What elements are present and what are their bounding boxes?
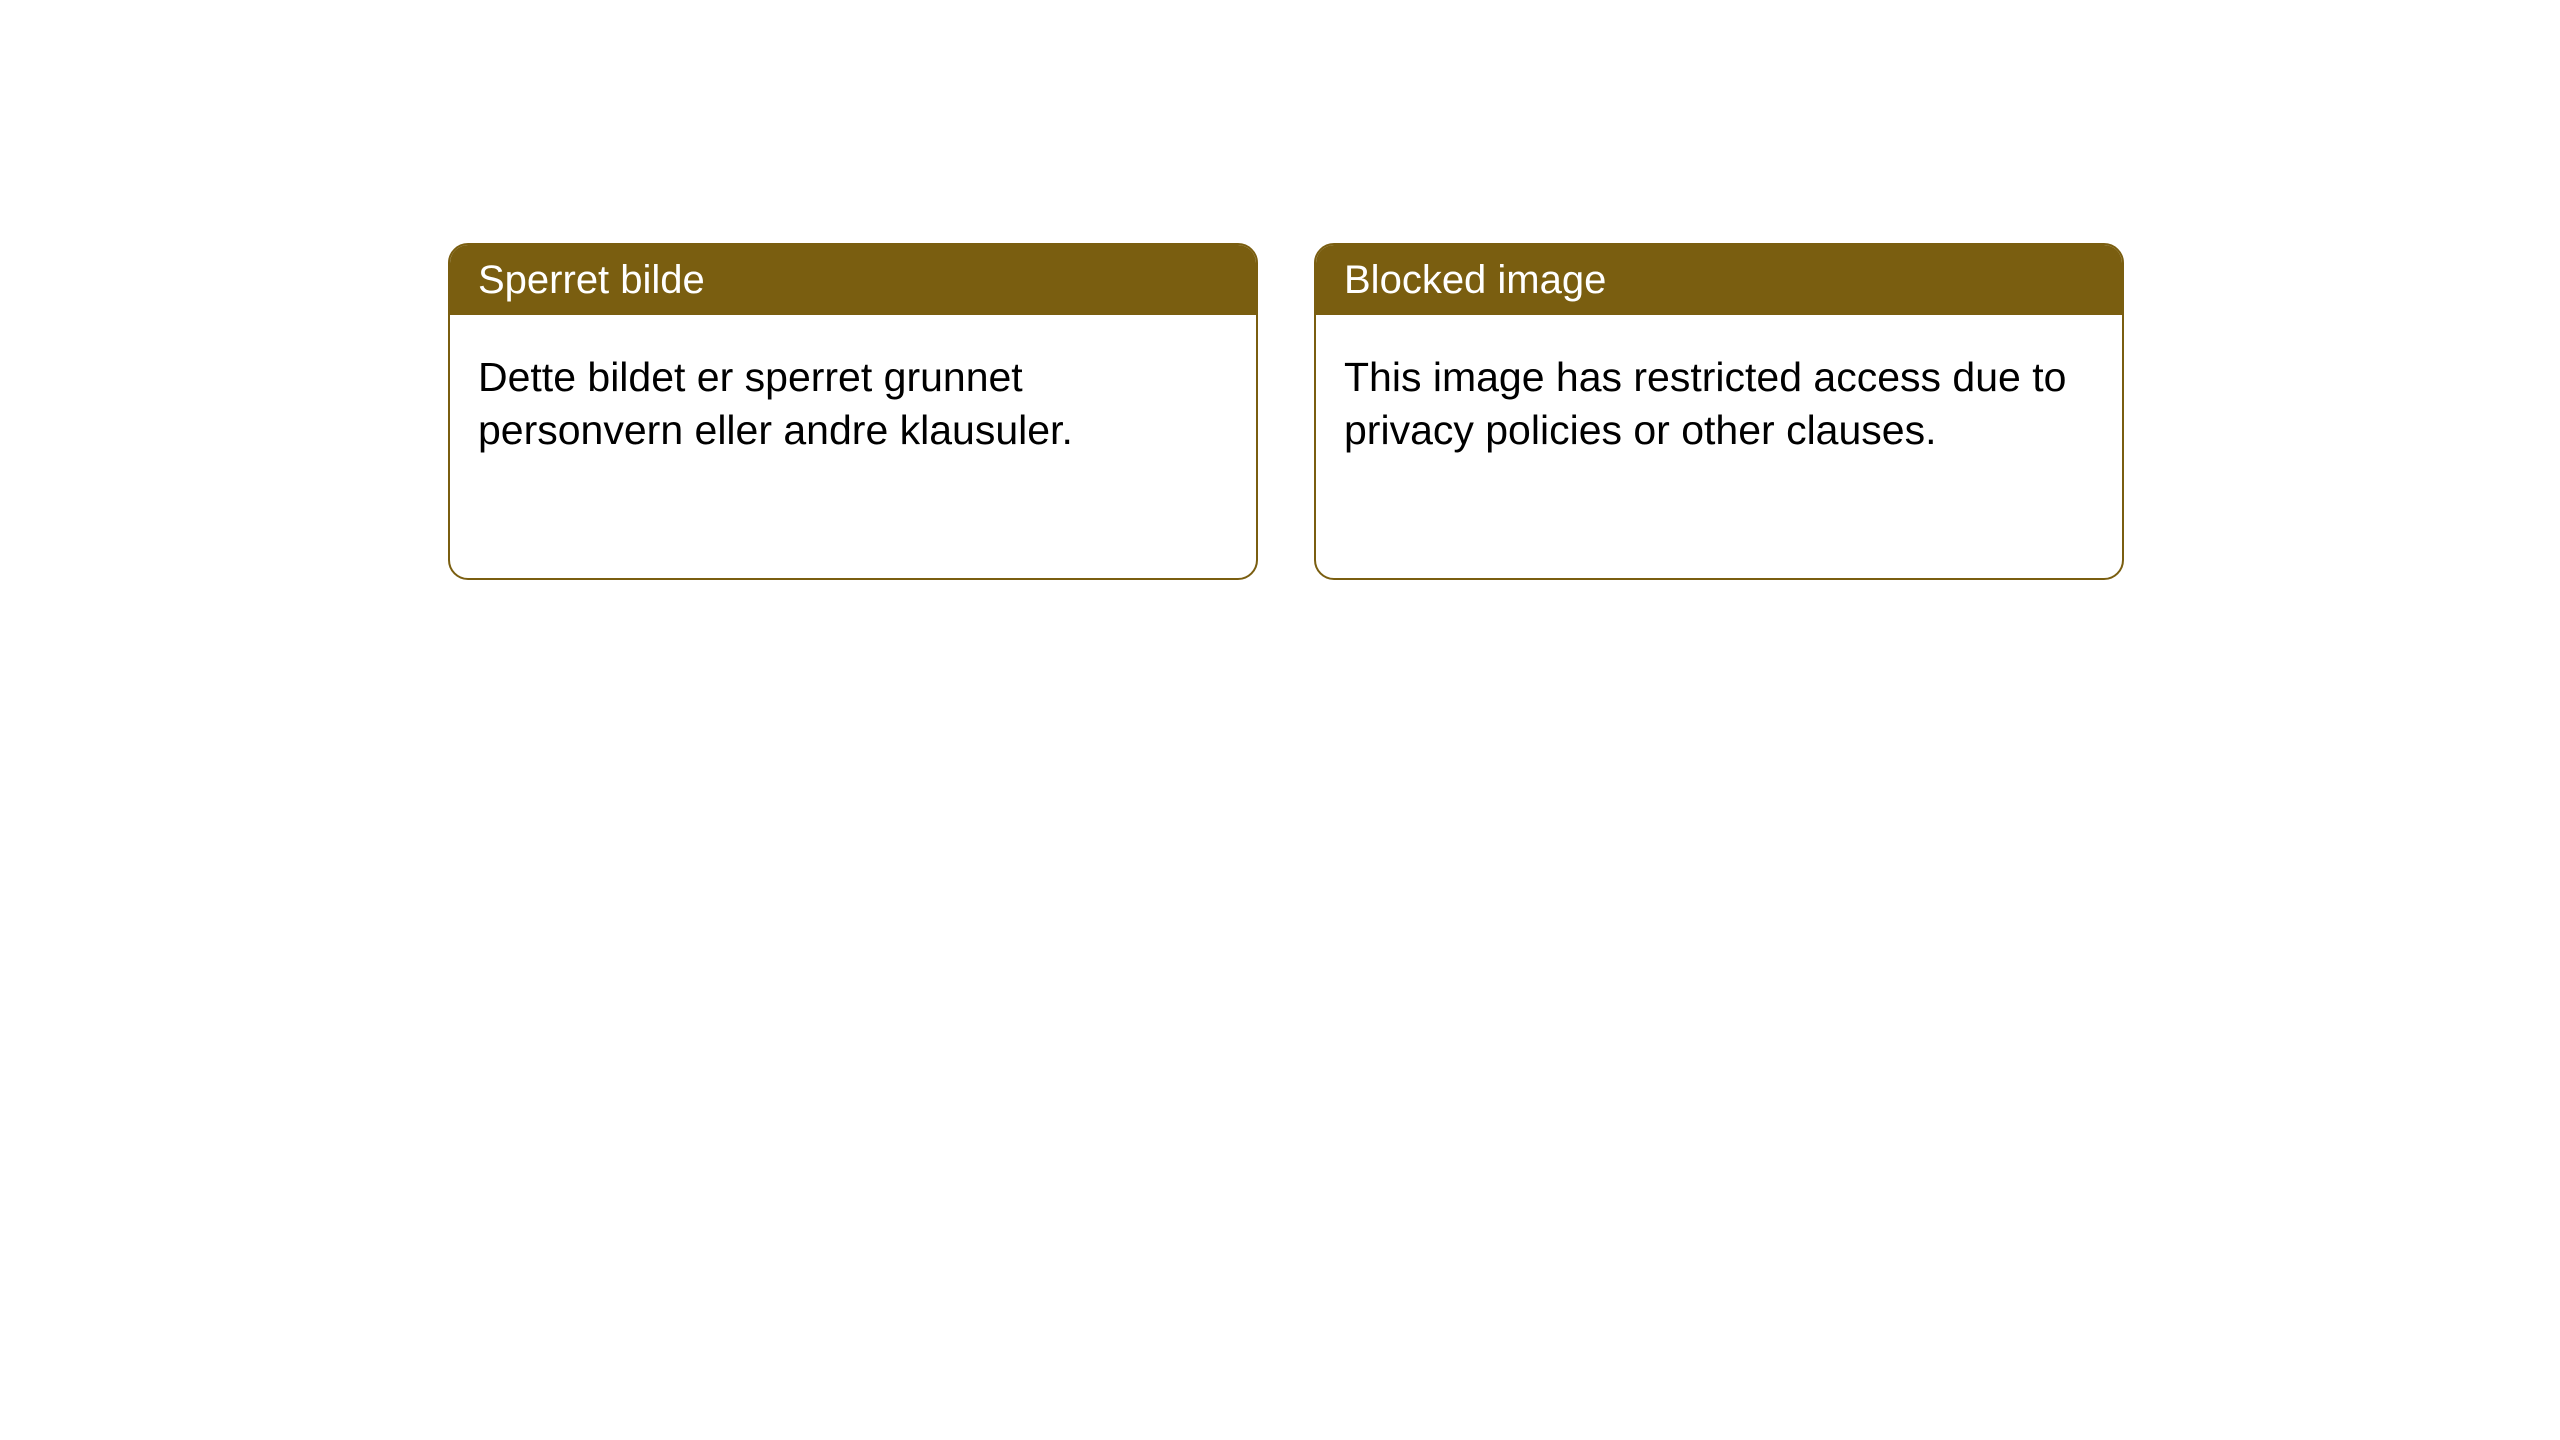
- notice-card-english: Blocked image This image has restricted …: [1314, 243, 2124, 580]
- notice-header: Blocked image: [1316, 245, 2122, 315]
- notice-card-norwegian: Sperret bilde Dette bildet er sperret gr…: [448, 243, 1258, 580]
- notice-body: This image has restricted access due to …: [1316, 315, 2122, 494]
- notice-header: Sperret bilde: [450, 245, 1256, 315]
- notice-container: Sperret bilde Dette bildet er sperret gr…: [0, 0, 2560, 580]
- notice-body: Dette bildet er sperret grunnet personve…: [450, 315, 1256, 494]
